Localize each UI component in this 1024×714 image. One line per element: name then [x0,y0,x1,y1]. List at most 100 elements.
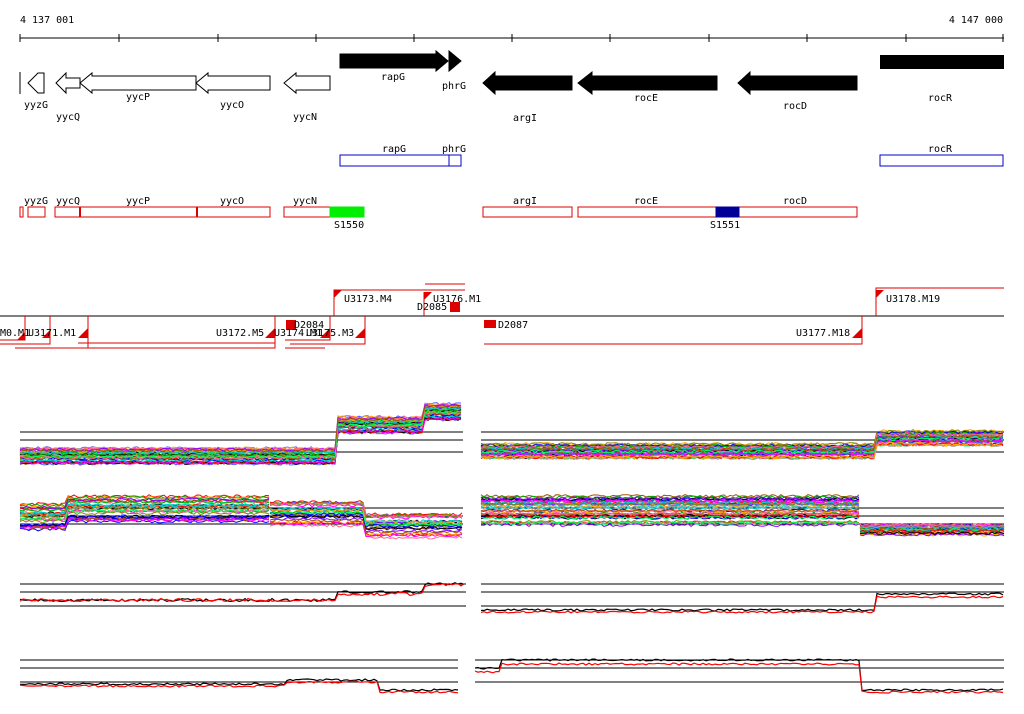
expression-trace [480,442,1004,461]
blue-box-rapG[interactable] [339,154,450,167]
expression-trace [480,495,860,500]
marker-S1551[interactable] [715,206,740,218]
expression-trace [474,662,1004,694]
segment-label-U3172M5: U3172.M5 [216,328,264,339]
expression-trace [859,527,1005,533]
expression-trace [19,506,270,519]
gene-rocR[interactable]: rocR [880,55,1004,104]
blue-feature-track: rapG phrG rocR [339,144,1004,167]
blue-box-phrG[interactable] [448,154,462,167]
segment-label-D2087: D2087 [498,320,528,331]
gene-label-rocD: rocD [783,101,807,112]
expression-trace [480,432,1004,450]
ruler-start-label: 4 137 001 [20,15,74,26]
gene-label-rocE: rocE [634,93,658,104]
segment-label-U3178M19: U3178.M19 [886,294,940,305]
blue-box-rocR[interactable] [879,154,1004,167]
gene-label-argI: argI [513,113,537,124]
segment-label-U3177M18: U3177.M18 [796,328,850,339]
marker-S1550[interactable] [329,206,365,218]
gene-yycQ[interactable]: yycQ [55,71,81,123]
expression-trace [19,678,459,692]
expression-trace [481,520,860,526]
expression-trace [19,407,462,456]
expression-panel-1 [19,402,1004,466]
gene-yyzG[interactable]: yyzG [19,72,48,111]
expression-trace [480,515,860,520]
marker-label-S1551: S1551 [710,220,740,231]
expression-trace [481,514,860,519]
red-box-left-stub[interactable] [19,206,24,218]
expression-trace [269,512,463,529]
expression-trace [19,499,270,512]
red-feature-track: yyzG yycQ yycP yycO yycN S1550 argI rocE… [19,196,858,231]
expression-trace [480,511,860,516]
expression-trace [19,494,270,506]
expression-trace [480,505,860,510]
expression-trace [480,592,1004,612]
segment-label-D2085: D2085 [417,302,447,313]
expression-trace [269,518,463,535]
gene-argI[interactable]: argI [482,70,573,124]
gene-yycN[interactable]: yycN [283,71,331,123]
red-label-yycO: yycO [220,196,244,207]
red-box-yyzG[interactable] [27,206,46,218]
expression-trace [19,497,270,510]
expression-trace [480,493,860,499]
gene-rocD[interactable]: rocD [737,70,858,112]
gene-label-yycO: yycO [220,100,244,111]
red-label-argI: argI [513,196,537,207]
expression-trace [269,521,463,538]
expression-trace [269,513,463,531]
gene-phrG[interactable]: phrG [442,49,466,92]
red-label-yycQ: yycQ [56,196,80,207]
segment-label-U3171M1: U3171.M1 [28,328,76,339]
gene-yycO[interactable]: yycO [195,71,271,111]
red-label-yycN: yycN [293,196,317,207]
segment-label-M0M1: M0.M1 [0,328,30,339]
segment-label-U3174M1: U3174.M1 [274,328,322,339]
gene-track: yyzG yycQ yycP yycO yycN rapG phrG argI [19,49,1004,124]
expression-trace [480,496,859,501]
expression-panel-4 [19,658,1004,694]
expression-trace [480,595,1004,614]
expression-trace [19,582,465,603]
gene-rocE[interactable]: rocE [577,70,718,104]
gene-yycP[interactable]: yycP [79,71,197,103]
ruler-end-label: 4 147 000 [949,15,1003,26]
red-label-yycP: yycP [126,196,150,207]
expression-trace [19,680,459,694]
gene-label-yyzG: yyzG [24,100,48,111]
expression-trace [480,501,860,507]
segment-label-D2084: D2084 [294,320,324,331]
expression-trace [19,519,270,532]
expression-trace [859,525,1005,530]
expression-trace [20,514,270,527]
expression-trace [269,502,463,519]
gene-rapG[interactable]: rapG [339,49,449,83]
expression-trace [19,510,270,523]
expression-trace [269,507,463,525]
gene-label-rapG: rapG [381,72,405,83]
gene-label-yycP: yycP [126,92,150,103]
segment-track: U3173.M4 U3176.M1 D2085 U3178.M19 M0.M1 … [0,283,1004,349]
expression-trace [19,515,270,528]
expression-trace [269,510,463,527]
expression-trace [19,517,270,530]
expression-trace [269,501,463,518]
expression-trace [859,531,1005,535]
red-box-argI[interactable] [482,206,573,218]
expression-trace [19,416,462,465]
red-box-yyc-cluster[interactable] [54,206,271,218]
expression-trace [269,503,463,520]
expression-trace [480,508,860,513]
expression-trace [19,404,462,453]
expression-trace [480,441,1004,459]
gene-label-yycQ: yycQ [56,112,80,123]
expression-trace [19,411,462,460]
segment-label-U3176M1: U3176.M1 [433,294,481,305]
blue-label-rapG: rapG [382,144,406,155]
red-label-rocD: rocD [783,196,807,207]
expression-trace [480,428,1004,447]
expression-trace [19,415,462,463]
